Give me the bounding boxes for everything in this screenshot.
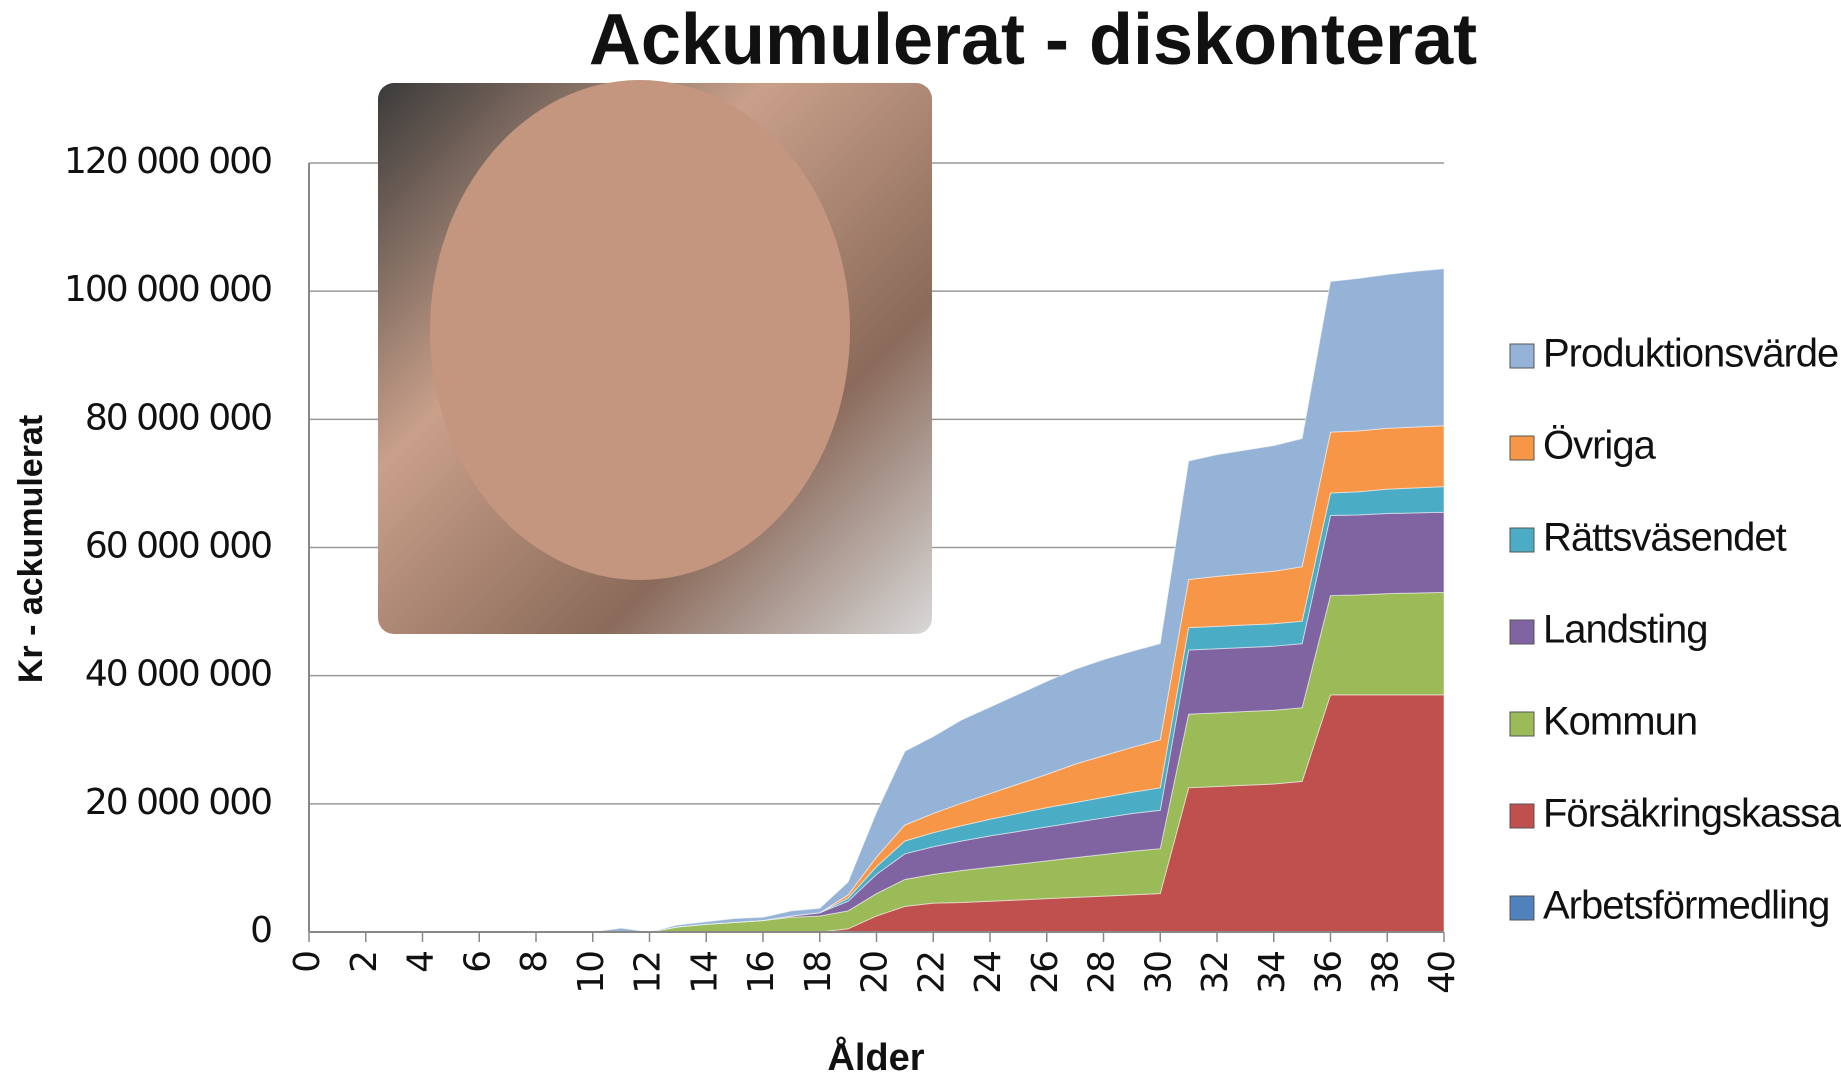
legend-label: Försäkringskassa — [1543, 792, 1841, 836]
area — [309, 268, 1445, 933]
x-tick-label: 4 — [401, 952, 442, 973]
x-tick-label: 20 — [855, 952, 896, 994]
legend-swatch — [1509, 619, 1535, 645]
x-tick-label: 22 — [911, 952, 952, 994]
x-tick-label: 38 — [1365, 952, 1406, 994]
y-tick-label: 100 000 000 — [64, 269, 271, 310]
chart-title: Ackumulerat - diskonterat — [589, 0, 1477, 80]
y-tick-label: 80 000 000 — [85, 397, 271, 438]
x-tick-label: 2 — [344, 952, 385, 973]
legend-swatch — [1509, 803, 1535, 829]
x-tick-label: 32 — [1195, 952, 1236, 994]
x-tick-label: 8 — [514, 952, 555, 973]
x-tick-label: 24 — [968, 952, 1009, 994]
legend-swatch — [1509, 343, 1535, 369]
x-tick-label: 10 — [571, 952, 612, 994]
legend-label: Kommun — [1543, 700, 1697, 744]
legend-label: Produktionsvärde — [1543, 332, 1838, 376]
legend-swatch — [1509, 435, 1535, 461]
y-tick-label: 0 — [250, 910, 271, 951]
legend-swatch — [1509, 711, 1535, 737]
legend-label: Arbetsförmedling — [1543, 884, 1829, 928]
x-tick-label: 16 — [741, 952, 782, 994]
x-tick-label: 28 — [1082, 952, 1123, 994]
legend: Arbetsförmedling Försäkringskassa Kommun La… — [1509, 332, 1841, 928]
legend-swatch — [1509, 895, 1535, 921]
x-tick-label: 30 — [1138, 952, 1179, 994]
legend-label: Övriga — [1543, 424, 1657, 468]
x-tick-label: 14 — [684, 952, 725, 994]
photo-face — [430, 80, 850, 580]
y-tick-label: 60 000 000 — [85, 526, 271, 567]
plot-area: 0 20 000 000 40 000 000 60 000 000 80 000 00… — [64, 141, 1463, 994]
x-tick-label: 36 — [1309, 952, 1350, 994]
legend-label: Landsting — [1543, 608, 1707, 652]
y-axis-title: Kr - ackumulerat — [12, 415, 50, 683]
y-tick-label: 120 000 000 — [64, 141, 271, 182]
x-tick-label: 0 — [287, 952, 328, 973]
y-tick-label: 40 000 000 — [85, 654, 271, 695]
x-tick-label: 40 — [1422, 952, 1463, 994]
x-tick-label: 6 — [457, 952, 498, 973]
legend-swatch — [1509, 527, 1535, 553]
photo — [378, 80, 932, 634]
x-tick-label: 18 — [798, 952, 839, 994]
x-tick-label: 12 — [628, 952, 669, 994]
x-tick-label: 26 — [1025, 952, 1066, 994]
y-tick-label: 20 000 000 — [85, 782, 271, 823]
legend-label: Rättsväsendet — [1543, 516, 1787, 560]
x-axis-title: Ålder — [827, 1035, 924, 1075]
x-tick-label: 34 — [1252, 952, 1293, 994]
